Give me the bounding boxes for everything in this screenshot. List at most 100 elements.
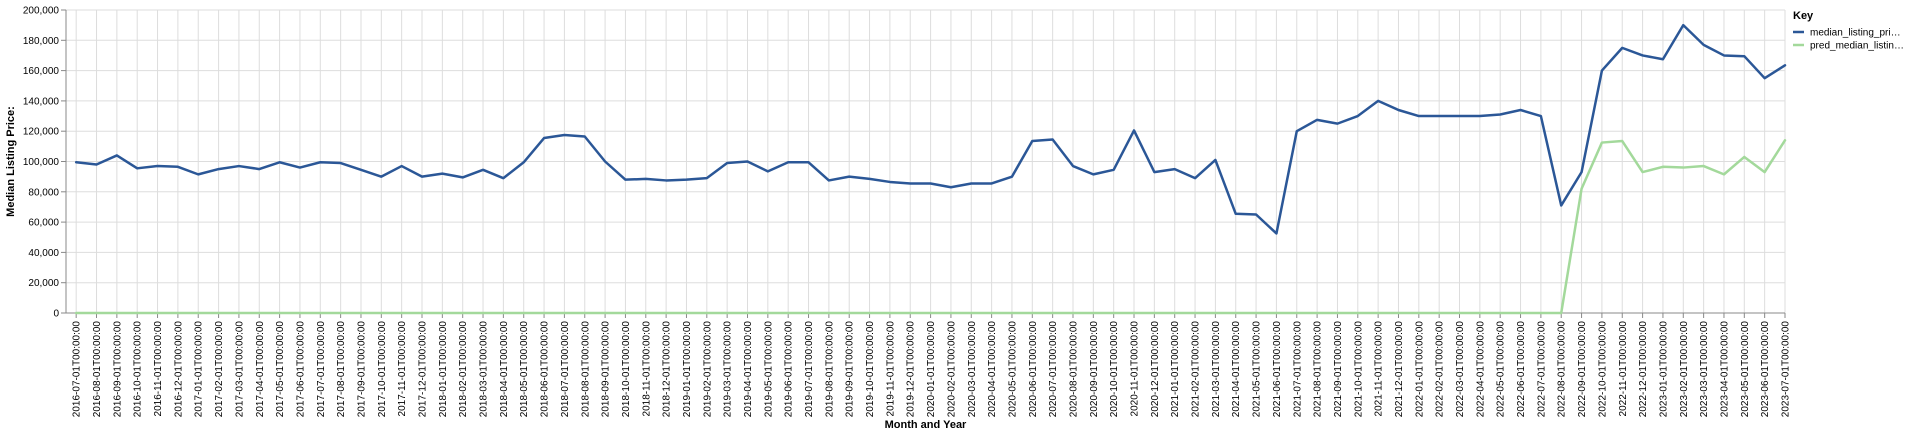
x-tick-label: 2021-03-01T00:00:00 [1211, 321, 1222, 418]
x-tick-label: 2016-08-01T00:00:00 [92, 321, 103, 418]
x-tick-label: 2016-07-01T00:00:00 [72, 321, 83, 418]
x-tick-label: 2020-01-01T00:00:00 [926, 321, 937, 418]
x-tick-label: 2019-03-01T00:00:00 [723, 321, 734, 418]
legend-title: Key [1793, 10, 1814, 22]
x-tick-label: 2020-05-01T00:00:00 [1007, 321, 1018, 418]
y-tick-label: 40,000 [28, 248, 59, 259]
x-tick-label: 2021-11-01T00:00:00 [1374, 321, 1385, 417]
x-tick-label: 2021-08-01T00:00:00 [1313, 321, 1324, 418]
x-tick-label: 2021-10-01T00:00:00 [1353, 321, 1364, 418]
x-tick-label: 2021-05-01T00:00:00 [1252, 321, 1263, 418]
x-tick-label: 2018-12-01T00:00:00 [662, 321, 673, 418]
x-axis: 2016-07-01T00:00:00 2016-08-01T00:00:00 20… [66, 312, 1792, 418]
x-tick-label: 2023-05-01T00:00:00 [1740, 321, 1751, 418]
x-tick-label: 2017-04-01T00:00:00 [255, 321, 266, 418]
x-tick-label: 2019-06-01T00:00:00 [784, 321, 795, 418]
x-tick-label: 2018-10-01T00:00:00 [621, 321, 632, 418]
x-tick-label: 2021-12-01T00:00:00 [1394, 321, 1405, 418]
x-tick-label: 2020-10-01T00:00:00 [1109, 321, 1120, 418]
series-line-1 [74, 139, 1787, 315]
x-tick-label: 2020-08-01T00:00:00 [1068, 321, 1079, 418]
legend: Key median_listing_pri… pred_median_listi… [1793, 10, 1904, 52]
x-tick-label: 2018-01-01T00:00:00 [438, 321, 449, 418]
y-tick-label: 160,000 [23, 66, 60, 77]
x-tick-label: 2020-09-01T00:00:00 [1089, 321, 1100, 418]
x-tick-label: 2016-11-01T00:00:00 [153, 321, 164, 417]
x-tick-label: 2017-06-01T00:00:00 [295, 321, 306, 418]
x-tick-label: 2019-02-01T00:00:00 [702, 321, 713, 418]
x-tick-label: 2021-01-01T00:00:00 [1170, 321, 1181, 418]
x-tick-label: 2023-06-01T00:00:00 [1760, 321, 1771, 418]
y-tick-label: 100,000 [23, 157, 60, 168]
x-tick-label: 2018-03-01T00:00:00 [479, 321, 490, 418]
x-tick-label: 2017-10-01T00:00:00 [377, 321, 388, 418]
y-axis-title: Median Listing Price: [5, 106, 17, 217]
x-tick-label: 2020-12-01T00:00:00 [1150, 321, 1161, 418]
x-tick-label: 2023-03-01T00:00:00 [1699, 321, 1710, 418]
y-tick-label: 0 [53, 309, 59, 320]
x-tick-label: 2021-09-01T00:00:00 [1333, 321, 1344, 418]
x-tick-label: 2022-03-01T00:00:00 [1455, 321, 1466, 418]
x-tick-label: 2022-11-01T00:00:00 [1618, 321, 1629, 417]
x-tick-label: 2023-01-01T00:00:00 [1658, 321, 1669, 418]
x-tick-label: 2016-09-01T00:00:00 [112, 321, 123, 418]
y-tick-label: 60,000 [28, 218, 59, 229]
x-tick-label: 2019-09-01T00:00:00 [845, 321, 856, 418]
x-tick-label: 2016-10-01T00:00:00 [133, 321, 144, 418]
legend-label-0: median_listing_pri… [1810, 28, 1901, 39]
x-tick-label: 2019-05-01T00:00:00 [763, 321, 774, 418]
x-tick-label: 2018-11-01T00:00:00 [641, 321, 652, 417]
y-tick-label: 120,000 [23, 127, 60, 138]
x-tick-label: 2020-03-01T00:00:00 [967, 321, 978, 418]
x-tick-label: 2021-04-01T00:00:00 [1231, 321, 1242, 418]
x-tick-label: 2022-01-01T00:00:00 [1414, 321, 1425, 418]
x-tick-label: 2017-11-01T00:00:00 [397, 321, 408, 417]
series-layer [74, 23, 1787, 315]
x-tick-label: 2023-07-01T00:00:00 [1781, 321, 1792, 418]
y-tick-label: 140,000 [23, 96, 60, 107]
x-tick-label: 2020-02-01T00:00:00 [946, 321, 957, 418]
x-tick-label: 2018-02-01T00:00:00 [458, 321, 469, 418]
x-tick-label: 2019-10-01T00:00:00 [865, 321, 876, 418]
x-tick-label: 2018-08-01T00:00:00 [580, 321, 591, 418]
x-tick-label: 2017-12-01T00:00:00 [418, 321, 429, 418]
y-tick-label: 80,000 [28, 187, 59, 198]
x-tick-label: 2021-02-01T00:00:00 [1191, 321, 1202, 418]
x-tick-label: 2017-03-01T00:00:00 [234, 321, 245, 418]
x-tick-label: 2020-07-01T00:00:00 [1048, 321, 1059, 418]
x-tick-label: 2017-07-01T00:00:00 [316, 321, 327, 418]
x-tick-label: 2022-02-01T00:00:00 [1435, 321, 1446, 418]
y-axis: 0 20,000 40,000 60,000 80,000 100,000 120,000 1… [23, 6, 67, 320]
y-tick-label: 20,000 [28, 278, 59, 289]
x-tick-label: 2019-12-01T00:00:00 [906, 321, 917, 418]
x-tick-label: 2022-09-01T00:00:00 [1577, 321, 1588, 418]
x-tick-label: 2022-12-01T00:00:00 [1638, 321, 1649, 418]
x-tick-label: 2018-05-01T00:00:00 [519, 321, 530, 418]
x-tick-label: 2018-09-01T00:00:00 [601, 321, 612, 418]
x-tick-label: 2020-06-01T00:00:00 [1028, 321, 1039, 418]
x-tick-label: 2017-09-01T00:00:00 [356, 321, 367, 418]
x-tick-label: 2019-07-01T00:00:00 [804, 321, 815, 418]
x-tick-label: 2018-04-01T00:00:00 [499, 321, 510, 418]
x-tick-label: 2022-04-01T00:00:00 [1475, 321, 1486, 418]
legend-label-1: pred_median_listin… [1810, 41, 1904, 52]
x-tick-label: 2022-05-01T00:00:00 [1496, 321, 1507, 418]
grid-lines [66, 9, 1786, 314]
x-tick-label: 2022-10-01T00:00:00 [1597, 321, 1608, 418]
x-axis-title: Month and Year [885, 419, 967, 431]
x-tick-label: 2017-02-01T00:00:00 [214, 321, 225, 418]
x-tick-label: 2021-06-01T00:00:00 [1272, 321, 1283, 418]
y-tick-label: 180,000 [23, 36, 60, 47]
x-tick-label: 2018-06-01T00:00:00 [540, 321, 551, 418]
x-tick-label: 2019-01-01T00:00:00 [682, 321, 693, 418]
x-tick-label: 2017-01-01T00:00:00 [194, 321, 205, 418]
x-tick-label: 2019-04-01T00:00:00 [743, 321, 754, 418]
y-tick-label: 200,000 [23, 6, 60, 17]
x-tick-label: 2018-07-01T00:00:00 [560, 321, 571, 418]
x-tick-label: 2017-05-01T00:00:00 [275, 321, 286, 418]
x-tick-label: 2022-08-01T00:00:00 [1557, 321, 1568, 418]
x-tick-label: 2019-11-01T00:00:00 [885, 321, 896, 417]
x-tick-label: 2019-08-01T00:00:00 [824, 321, 835, 418]
x-tick-label: 2020-11-01T00:00:00 [1130, 321, 1141, 417]
